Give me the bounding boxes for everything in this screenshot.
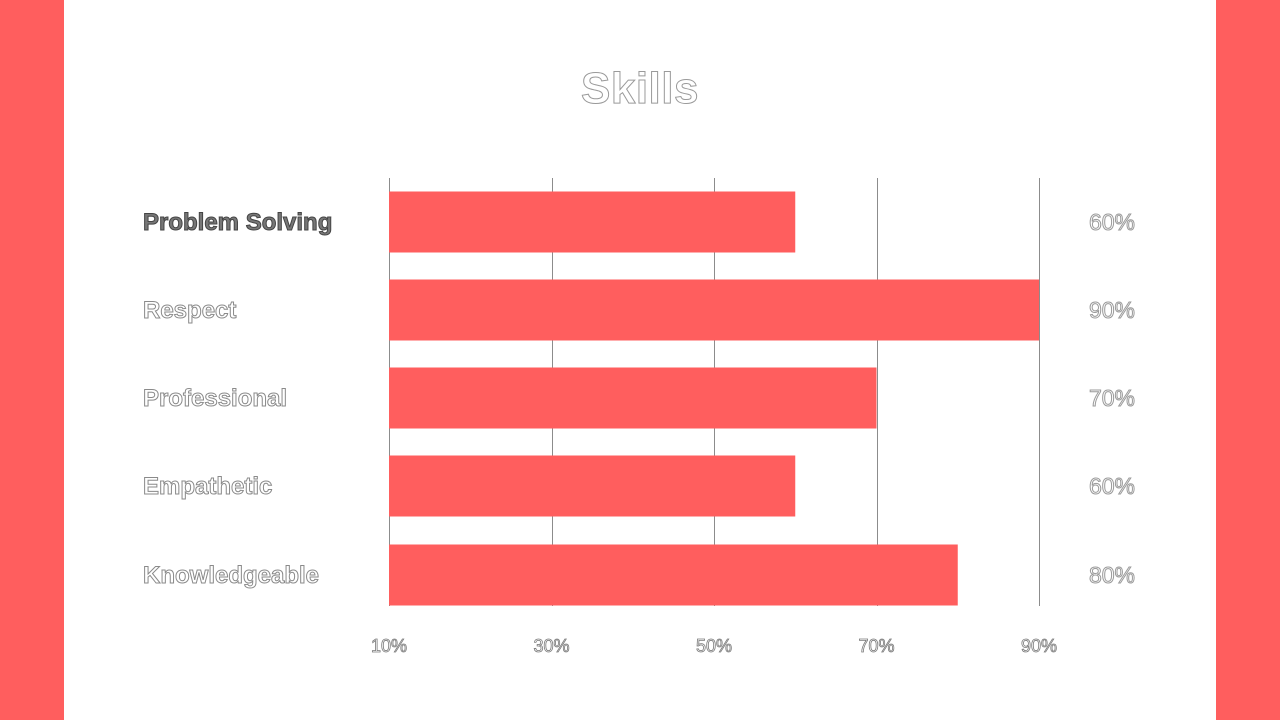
category-label-knowledgeable: Knowledgeable [143,562,319,589]
bar-empathetic [389,455,796,517]
x-tick-label-10pct: 10% [371,636,407,656]
value-label-professional: 70% [1089,385,1135,411]
left-accent-bar [0,0,64,720]
right-accent-bar [1216,0,1280,720]
category-label-respect: Respect [143,297,236,324]
x-tick-label-30pct: 30% [533,636,569,656]
category-label-problem-solving: Problem Solving [143,209,332,236]
bar-knowledgeable [389,544,958,606]
category-label-empathetic: Empathetic [143,473,272,500]
bar-problem-solving [389,191,796,253]
x-tick-label-90pct: 90% [1021,636,1057,656]
chart-title: Skills [581,64,699,114]
category-label-professional: Professional [143,385,287,412]
x-tick-label-70pct: 70% [858,636,894,656]
value-label-empathetic: 60% [1089,473,1135,499]
value-label-respect: 90% [1089,297,1135,323]
bar-professional [389,367,877,429]
value-label-problem-solving: 60% [1089,209,1135,235]
x-tick-label-50pct: 50% [696,636,732,656]
bar-respect [389,279,1039,341]
value-label-knowledgeable: 80% [1089,562,1135,588]
